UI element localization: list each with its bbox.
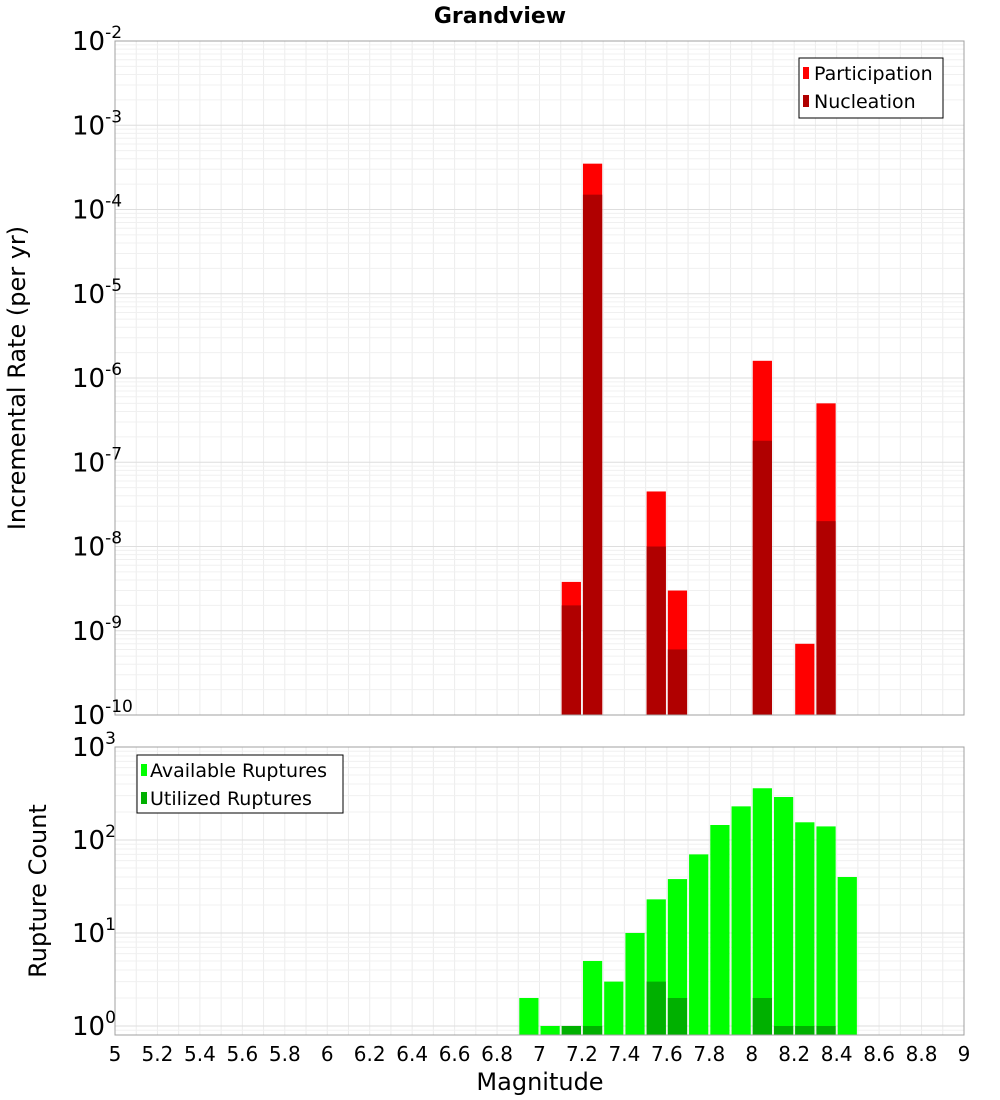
- available-ruptures-bar: [816, 826, 836, 1035]
- x-tick-label: 6.6: [439, 1042, 471, 1066]
- available-ruptures-bar: [604, 981, 624, 1035]
- utilized-ruptures-bar: [795, 1025, 815, 1035]
- count-y-tick-labels: 100 101 102 103: [72, 729, 116, 1042]
- available-ruptures-bar: [710, 824, 730, 1035]
- bot-y-tick-label: 100: [72, 1008, 116, 1042]
- count-legend-box: [136, 754, 344, 814]
- available-ruptures-bar: [773, 796, 794, 1035]
- top-y-tick-label: 10-6: [72, 360, 122, 394]
- top-y-tick-label: 10-10: [72, 697, 133, 731]
- chart-title: Grandview: [434, 4, 566, 29]
- x-tick-label: 7.6: [651, 1042, 683, 1066]
- nucleation-bar: [752, 440, 772, 715]
- available-ruptures-bar: [837, 877, 857, 1035]
- nucleation-bar: [646, 546, 666, 715]
- available-ruptures-bar: [795, 822, 815, 1035]
- top-y-tick-label: 10-8: [72, 529, 122, 563]
- rate-panel: 10-10 10-9 10-8 10-7 10-6 10-5 10-4 10-3 10-2 In…: [3, 23, 965, 731]
- participation-bar: [795, 643, 815, 715]
- participation-legend-label: Participation: [814, 63, 933, 85]
- utilized-ruptures-bar: [773, 1025, 794, 1035]
- nucleation-bar: [561, 605, 581, 715]
- participation-legend-swatch: [803, 67, 809, 79]
- utilized-legend-label: Utilized Ruptures: [150, 788, 312, 810]
- bot-y-tick-label: 102: [72, 822, 116, 856]
- top-y-tick-label: 10-4: [72, 192, 122, 226]
- x-tick-label: 9: [958, 1042, 971, 1066]
- x-tick-label: 6.8: [481, 1042, 513, 1066]
- x-tick-label: 5.2: [142, 1042, 174, 1066]
- nucleation-legend-swatch: [803, 95, 809, 107]
- utilized-ruptures-bar: [582, 1025, 603, 1035]
- top-y-tick-label: 10-7: [72, 444, 122, 478]
- available-legend-swatch: [141, 764, 147, 776]
- utilized-ruptures-bar: [646, 981, 666, 1035]
- x-tick-label: 5: [109, 1042, 122, 1066]
- rate-legend: Participation Nucleation: [798, 57, 944, 119]
- x-tick-label: 8.2: [778, 1042, 810, 1066]
- x-tick-label: 8: [745, 1042, 758, 1066]
- available-ruptures-bar: [731, 806, 751, 1035]
- bot-y-tick-label: 101: [72, 915, 116, 949]
- available-ruptures-bar: [752, 788, 772, 1035]
- rate-y-axis-title: Incremental Rate (per yr): [3, 226, 31, 530]
- available-legend-label: Available Ruptures: [150, 760, 327, 782]
- utilized-legend-swatch: [141, 792, 147, 804]
- x-tick-label: 7: [533, 1042, 546, 1066]
- nucleation-legend-label: Nucleation: [814, 91, 916, 113]
- x-tick-label: 8.4: [821, 1042, 853, 1066]
- rate-bars: [561, 163, 836, 716]
- x-tick-label: 5.6: [226, 1042, 258, 1066]
- utilized-ruptures-bar: [752, 997, 772, 1035]
- bot-y-tick-label: 103: [72, 729, 116, 763]
- rate-gridlines: [114, 41, 965, 716]
- count-panel: 100 101 102 103 5 5.2 5.4 5.6 5.8 6 6.2 6.4 6.6 6.8 7…: [24, 729, 970, 1096]
- nucleation-bar: [667, 649, 688, 715]
- top-y-tick-label: 10-5: [72, 276, 122, 310]
- nucleation-bar: [582, 194, 603, 715]
- x-tick-label: 7.8: [693, 1042, 725, 1066]
- x-tick-label: 5.8: [269, 1042, 301, 1066]
- x-axis-title: Magnitude: [476, 1068, 603, 1096]
- x-tick-label: 8.6: [863, 1042, 895, 1066]
- available-ruptures-bar: [582, 960, 603, 1035]
- available-ruptures-bar: [519, 997, 539, 1035]
- x-tick-label: 7.2: [566, 1042, 598, 1066]
- available-ruptures-bar: [667, 879, 688, 1035]
- count-bars: [519, 788, 857, 1035]
- x-tick-label: 6: [321, 1042, 334, 1066]
- rate-legend-box: [798, 57, 944, 119]
- top-y-tick-label: 10-2: [72, 23, 122, 57]
- rate-plot-frame: [114, 40, 965, 716]
- utilized-ruptures-bar: [816, 1025, 836, 1035]
- top-y-tick-label: 10-9: [72, 613, 122, 647]
- available-ruptures-bar: [540, 1025, 560, 1035]
- utilized-ruptures-bar: [561, 1025, 581, 1035]
- top-y-tick-label: 10-3: [72, 107, 122, 141]
- magnitude-x-tick-labels: 5 5.2 5.4 5.6 5.8 6 6.2 6.4 6.6 6.8 7 7.2 7.4 7.6 7.8 8…: [109, 1042, 971, 1066]
- x-tick-label: 8.8: [906, 1042, 938, 1066]
- nucleation-bar: [816, 521, 836, 715]
- x-tick-label: 5.4: [184, 1042, 216, 1066]
- rate-y-tick-labels: 10-10 10-9 10-8 10-7 10-6 10-5 10-4 10-3 10-2: [72, 23, 133, 731]
- x-tick-label: 6.2: [354, 1042, 386, 1066]
- x-tick-label: 7.4: [608, 1042, 640, 1066]
- count-legend: Available Ruptures Utilized Ruptures: [136, 754, 344, 814]
- utilized-ruptures-bar: [667, 997, 688, 1035]
- x-tick-label: 6.4: [396, 1042, 428, 1066]
- available-ruptures-bar: [625, 932, 645, 1035]
- available-ruptures-bar: [689, 854, 709, 1035]
- count-plot-frame: [114, 746, 965, 1036]
- count-y-axis-title: Rupture Count: [24, 804, 52, 978]
